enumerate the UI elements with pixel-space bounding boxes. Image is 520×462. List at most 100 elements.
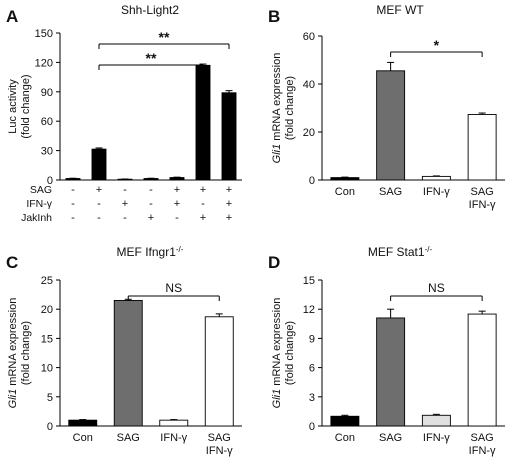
y-tick-label: 10 xyxy=(41,363,53,375)
panel-title: MEF Ifngr1-/- xyxy=(117,245,184,260)
panel-letter: A xyxy=(6,7,18,26)
x-tick-label: IFN-γ xyxy=(160,432,187,444)
y-tick-label: 90 xyxy=(41,87,53,99)
x-tick-label: Con xyxy=(335,432,355,444)
panel-title: MEF WT xyxy=(376,3,424,17)
x-tick-label: SAG xyxy=(471,432,494,444)
y-tick-label: 15 xyxy=(41,333,53,345)
condition-mark: + xyxy=(96,184,102,196)
x-tick-label: SAG xyxy=(208,432,231,444)
significance-label: * xyxy=(434,37,440,53)
panel-c: C MEF Ifngr1-/- Gli1 mRNA expression (fold … xyxy=(6,245,242,457)
condition-mark: + xyxy=(200,184,206,196)
panel-letter: B xyxy=(268,7,280,26)
bar xyxy=(421,175,451,181)
significance-label: ** xyxy=(159,29,170,45)
panel-b: B MEF WT Gli1 mRNA expression (fold change)… xyxy=(268,3,505,211)
x-tick-label: Con xyxy=(73,432,93,444)
condition-mark: - xyxy=(123,184,127,196)
x-tick-label: SAG xyxy=(117,432,140,444)
y-axis-label: Gli1 mRNA expression xyxy=(7,298,19,409)
condition-label: IFN-γ xyxy=(26,198,52,210)
y-tick-label: 12 xyxy=(303,304,315,316)
y-axis-label-gene: Gli1 xyxy=(7,389,19,409)
condition-mark: - xyxy=(71,212,75,224)
condition-mark: - xyxy=(97,212,101,224)
y-axis-label-line1: mRNA expression xyxy=(7,298,19,389)
panel-title: Shh-Light2 xyxy=(121,3,179,17)
y-tick-label: 20 xyxy=(303,127,315,139)
condition-mark: + xyxy=(226,198,232,210)
panel-title-superscript: -/- xyxy=(176,245,184,254)
y-tick-label: 0 xyxy=(309,421,315,433)
y-axis-label-line2: (fold change) xyxy=(20,74,32,138)
y-tick-label: 6 xyxy=(309,363,315,375)
y-tick-label: 30 xyxy=(41,146,53,158)
y-tick-label: 15 xyxy=(303,275,315,287)
y-axis-label-line2: (fold change) xyxy=(20,321,32,385)
panel-letter: C xyxy=(6,253,18,272)
panel-title-superscript: -/- xyxy=(425,245,433,254)
condition-mark: + xyxy=(226,184,232,196)
panel-title: MEF Stat1-/- xyxy=(368,245,433,260)
condition-mark: - xyxy=(97,198,101,210)
condition-mark: + xyxy=(226,212,232,224)
y-tick-label: 60 xyxy=(41,116,53,128)
y-axis-label: Gli1 mRNA expression xyxy=(271,53,283,164)
y-axis-label-gene: Gli1 xyxy=(271,144,283,164)
y-tick-label: 3 xyxy=(309,392,315,404)
y-tick-label: 60 xyxy=(303,31,315,43)
condition-mark: + xyxy=(148,212,154,224)
condition-mark: - xyxy=(123,212,127,224)
condition-mark: - xyxy=(149,198,153,210)
y-axis-label-line1: Luc activity xyxy=(7,79,19,134)
condition-mark: - xyxy=(149,184,153,196)
condition-mark: + xyxy=(174,184,180,196)
bar xyxy=(376,317,406,427)
bar xyxy=(467,313,497,427)
bar xyxy=(113,299,143,427)
bar xyxy=(330,415,360,427)
y-tick-label: 0 xyxy=(47,175,53,187)
bar xyxy=(159,419,189,427)
condition-mark: + xyxy=(174,198,180,210)
x-tick-label: IFN-γ xyxy=(206,445,233,457)
condition-mark: + xyxy=(122,198,128,210)
bar xyxy=(330,177,360,181)
y-tick-label: 20 xyxy=(41,304,53,316)
y-tick-label: 25 xyxy=(41,275,53,287)
bar xyxy=(376,70,406,181)
x-tick-label: SAG xyxy=(379,432,402,444)
y-tick-label: 150 xyxy=(35,28,53,40)
x-tick-label: SAG xyxy=(379,186,402,198)
bar xyxy=(169,177,185,181)
y-axis-label: Luc activity xyxy=(7,79,19,134)
x-tick-label: IFN-γ xyxy=(423,186,450,198)
panel-a: A Shh-Light2 Luc activity (fold change) 0 30 6… xyxy=(6,3,242,224)
x-tick-label: Con xyxy=(335,186,355,198)
condition-mark: + xyxy=(200,212,206,224)
condition-label: JakInh xyxy=(21,212,52,224)
bar xyxy=(221,92,237,181)
significance-label: NS xyxy=(165,281,182,295)
y-axis-label-line1: mRNA expression xyxy=(271,298,283,389)
bar xyxy=(467,114,497,181)
x-tick-label: IFN-γ xyxy=(469,445,496,457)
x-tick-label: IFN-γ xyxy=(423,432,450,444)
condition-mark: - xyxy=(175,212,179,224)
y-axis-label-gene: Gli1 xyxy=(271,389,283,409)
y-tick-label: 0 xyxy=(47,421,53,433)
y-tick-label: 5 xyxy=(47,392,53,404)
panel-d: D MEF Stat1-/- Gli1 mRNA expression (fold c… xyxy=(268,245,505,457)
bar xyxy=(91,148,107,181)
condition-mark: - xyxy=(71,184,75,196)
significance-label: ** xyxy=(146,50,157,66)
y-tick-label: 9 xyxy=(309,333,315,345)
x-tick-label: SAG xyxy=(471,186,494,198)
panel-letter: D xyxy=(268,253,280,272)
y-axis-label-line2: (fold change) xyxy=(284,76,296,140)
y-tick-label: 0 xyxy=(309,175,315,187)
y-axis-label-line2: (fold change) xyxy=(284,321,296,385)
bar xyxy=(421,414,451,427)
